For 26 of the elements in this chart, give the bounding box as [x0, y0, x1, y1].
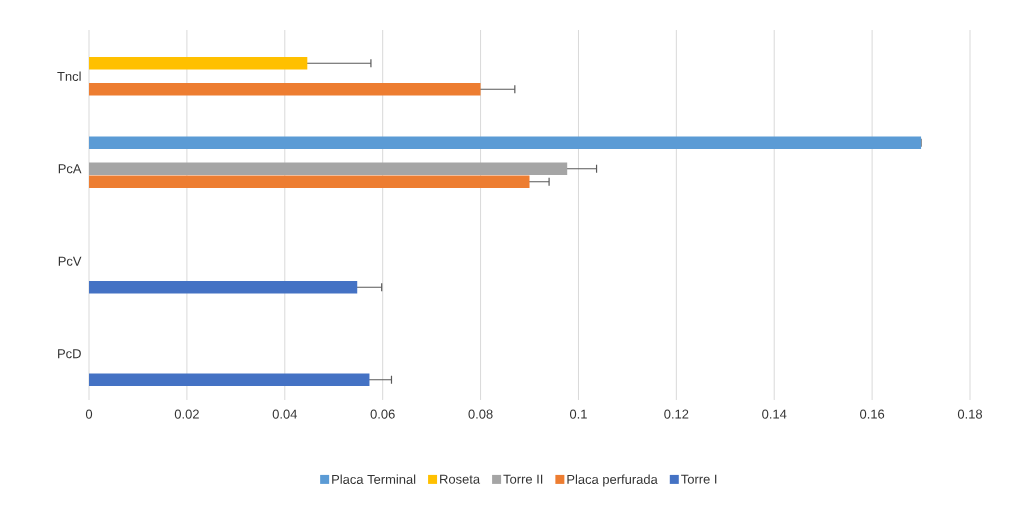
y-tick-label: PcV [58, 256, 82, 266]
legend-label: Roseta [440, 474, 481, 484]
y-tick-label: Tncl [57, 71, 81, 81]
bar [89, 373, 370, 386]
x-tick-label: 0.02 [174, 409, 199, 419]
bar [89, 162, 568, 175]
bar [89, 82, 481, 96]
legend-label: Torre II [503, 474, 543, 484]
bar [89, 280, 358, 294]
x-tick-label: 0.04 [272, 409, 298, 419]
x-tick-label: 0.16 [860, 409, 885, 419]
legend-label: Torre I [681, 474, 717, 484]
legend-label: Placa Terminal [332, 474, 416, 484]
legend-label: Placa perfurada [567, 474, 658, 487]
x-tick-label: 0.14 [762, 409, 787, 419]
bar [89, 136, 922, 149]
y-tick-label: PcA [58, 164, 82, 174]
x-tick-label: 0.08 [468, 409, 493, 419]
x-tick-label: 0.18 [957, 409, 983, 419]
y-tick-label: PcD [58, 349, 81, 359]
bar [89, 56, 308, 70]
x-tick-label: 0.1 [569, 409, 587, 419]
x-tick-label: 0 [85, 409, 93, 419]
bar [89, 175, 530, 188]
x-tick-label: 0.06 [370, 409, 395, 419]
x-tick-label: 0.12 [664, 409, 689, 419]
